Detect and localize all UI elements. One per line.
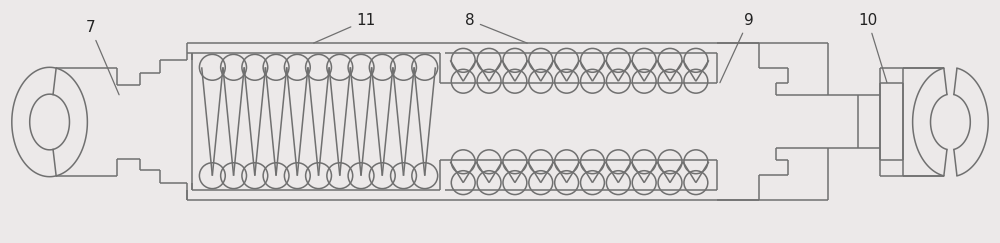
Text: 9: 9 — [720, 13, 753, 83]
Text: 11: 11 — [314, 13, 375, 43]
Text: 10: 10 — [858, 13, 887, 83]
Text: 7: 7 — [86, 20, 119, 95]
Text: 8: 8 — [465, 13, 527, 43]
